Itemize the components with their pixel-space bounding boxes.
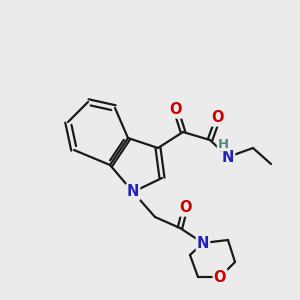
Text: O: O (214, 269, 226, 284)
Text: N: N (127, 184, 139, 200)
Text: N: N (197, 236, 209, 250)
Text: O: O (170, 103, 182, 118)
Text: O: O (179, 200, 191, 215)
Text: H: H (218, 137, 229, 151)
Text: O: O (212, 110, 224, 125)
Text: N: N (222, 149, 234, 164)
